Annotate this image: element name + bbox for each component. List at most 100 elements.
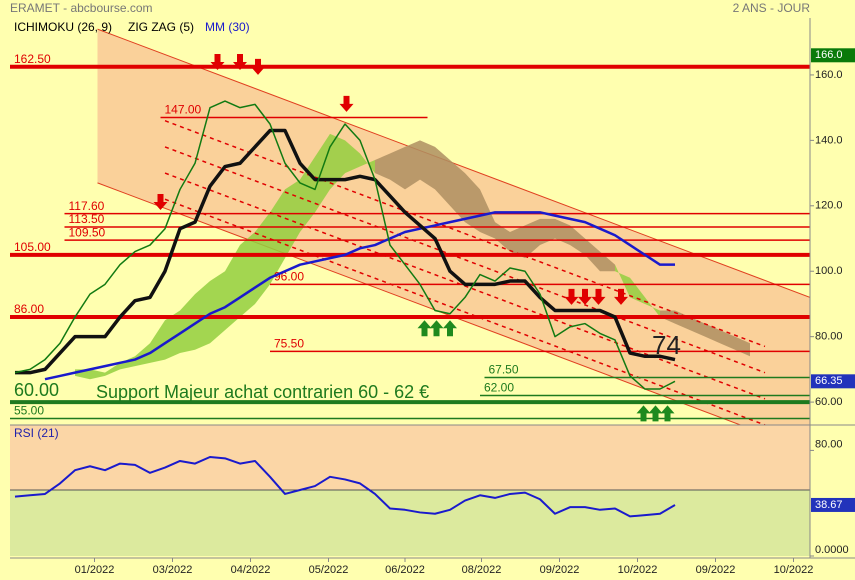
x-tick-label: 04/2022 [231,564,271,576]
level-label: 60.00 [14,380,59,400]
price-tag [811,497,855,512]
x-tick-label: 05/2022 [309,564,349,576]
sell-arrow [578,288,592,305]
buy-arrow [443,320,457,337]
ichimoku-cloud [330,133,345,190]
price-tag-label: 166.0 [815,49,843,61]
ichimoku-cloud [510,225,525,259]
ichimoku-cloud [405,140,420,190]
ichimoku-cloud [645,297,660,318]
rsi-lower-zone [10,490,810,556]
legend-entry: MM (30) [205,20,250,34]
ichimoku-cloud [165,310,180,360]
ichimoku-cloud [345,140,360,174]
ichimoku-cloud [690,317,705,337]
period: 2 ANS - JOUR [733,1,811,15]
dashed-trend-line [164,146,766,374]
ichimoku-cloud [450,159,465,223]
ichimoku-cloud [390,146,405,190]
x-tick-label: 03/2022 [153,564,193,576]
buy-arrow [648,405,663,422]
ichimoku-cloud [540,218,555,246]
series-line [14,100,676,390]
level-label: 162.50 [14,52,51,66]
overlay: 60.00 80.00 100.0 120.0 140.0 160.0 166.0 66.35… [75,48,855,576]
level-label: 55.00 [14,404,44,418]
ichimoku-cloud [135,343,150,367]
sell-arrow [591,288,606,305]
ichimoku-cloud [210,271,225,344]
sell-arrow [339,95,354,112]
y-tick-label: 100.0 [815,265,843,277]
dashed-trend-line [164,198,766,425]
level-label: 62.00 [484,381,514,395]
buy-arrow [417,320,432,337]
y-tick-label: 140.0 [815,134,843,146]
sell-arrow [153,194,168,211]
y-tick-label: 120.0 [815,200,843,212]
series-line [15,128,676,375]
price-tag-label: 66.35 [815,375,843,387]
ichimoku-cloud [720,330,735,350]
annotation: Support Majeur achat contrarien 60 - 62 … [96,382,429,402]
ichimoku-cloud [225,245,240,331]
level-label: 109.50 [69,225,106,239]
level-label: 75.50 [274,337,304,351]
level-label: 67.50 [489,363,519,377]
level-label: 105.00 [14,240,51,254]
legend-entry: ICHIMOKU (26, 9) [14,20,112,34]
rsi-panel [10,425,810,556]
buy-arrow [636,405,651,422]
sell-arrow [564,288,579,305]
buy-arrow [429,320,444,337]
sell-arrow [233,54,247,71]
series-line [14,456,676,518]
rsi-title: RSI (21) [14,426,59,440]
sell-arrow [210,54,225,71]
x-tick-label: 09/2022 [696,564,736,576]
x-tick-label: 08/2022 [462,564,502,576]
ichimoku-cloud [285,179,300,259]
chart-title: ERAMET - abcbourse.com [10,1,153,15]
ichimoku-cloud [615,264,630,298]
ichimoku-cloud [90,369,105,380]
buy-arrow [660,405,675,422]
x-tick-label: 06/2022 [385,564,425,576]
price-tag [811,374,855,389]
x-tick-label: 01/2022 [75,564,115,576]
y-tick-label: 160.0 [815,69,843,81]
level-label: 117.60 [69,199,105,213]
annotation: 74 [652,330,681,360]
x-tick-label: 09/2022 [540,564,580,576]
ichimoku-cloud [375,153,390,180]
y-tick-label: 80.00 [815,438,843,450]
price-tag [811,48,855,63]
sell-arrow [614,288,628,305]
level-label: 113.50 [69,212,105,226]
level-label: 96.00 [274,269,304,283]
price-tag-label: 38.67 [815,499,843,511]
ichimoku-cloud [435,146,450,206]
y-tick-label: 0.0000 [815,544,849,556]
ichimoku-cloud [315,133,330,213]
y-tick-label: 80.00 [815,331,843,343]
ichimoku-cloud [525,218,540,259]
ichimoku-cloud [705,323,720,344]
y-tick-label: 60.00 [815,396,843,408]
sell-arrow [251,58,265,75]
level-label: 86.00 [14,302,44,316]
x-tick-label: 10/2022 [774,564,814,576]
rsi-upper-zone [10,425,810,490]
ichimoku-cloud [150,320,165,363]
ichimoku-cloud [105,362,120,376]
dashed-trend-line [164,120,766,348]
ichimoku-cloud [420,140,435,190]
level-label: 147.00 [165,103,202,117]
ichimoku-cloud [555,218,570,246]
legend-entry: ZIG ZAG (5) [128,20,194,34]
ichimoku-cloud [180,294,195,354]
ichimoku-cloud [495,222,510,252]
